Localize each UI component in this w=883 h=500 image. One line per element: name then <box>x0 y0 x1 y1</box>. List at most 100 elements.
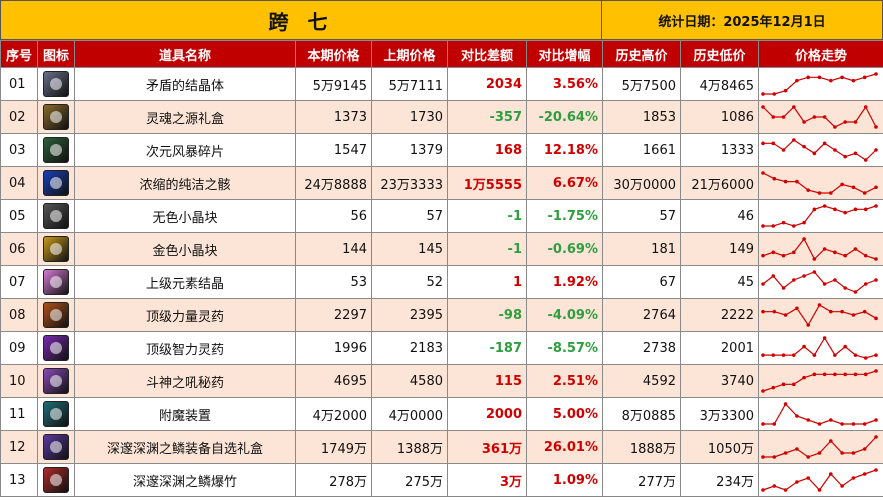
sparkline-point <box>761 488 765 492</box>
sparkline-path <box>763 402 877 425</box>
historical-high: 2764 <box>602 298 681 332</box>
historical-high: 57 <box>602 199 681 233</box>
price-difference: -357 <box>447 100 527 134</box>
sparkline-chart <box>761 468 878 492</box>
price-trend-sparkline <box>758 265 883 299</box>
price-difference: 361万 <box>447 430 527 464</box>
sparkline-point <box>792 353 796 357</box>
previous-price: 5万7111 <box>371 67 448 101</box>
sparkline-point <box>853 120 858 124</box>
historical-high: 30万0000 <box>602 166 681 200</box>
item-name: 金色小晶块 <box>74 232 296 266</box>
gray-cube-icon <box>43 203 69 229</box>
sparkline-point <box>863 356 868 360</box>
sparkline-point <box>843 210 847 215</box>
column-header: 图标 <box>37 40 75 68</box>
table-row: 06 金色小晶块 144 145 -1 -0.69% 181 149 <box>0 232 883 266</box>
row-index: 11 <box>0 397 38 431</box>
sparkline-point <box>822 282 827 286</box>
sparkline-chart <box>761 435 878 459</box>
price-change-percent: 1.09% <box>526 463 603 497</box>
sparkline-point <box>822 204 827 208</box>
sparkline-point <box>843 120 847 124</box>
orb-icon <box>43 170 69 196</box>
sparkline-point <box>862 422 867 426</box>
row-index: 10 <box>0 364 38 398</box>
sparkline-point <box>806 476 810 480</box>
sparkline-path <box>762 237 877 260</box>
sparkline-point <box>863 158 868 162</box>
sparkline-point <box>812 257 817 261</box>
sparkline-point <box>761 92 765 96</box>
sparkline-point <box>806 323 810 327</box>
sparkline-chart <box>761 171 878 195</box>
historical-low: 2222 <box>680 298 759 332</box>
firecracker-icon <box>43 467 69 493</box>
column-header: 对比差额 <box>447 40 527 68</box>
previous-price: 52 <box>371 265 448 299</box>
price-trend-sparkline <box>758 430 883 464</box>
row-index: 05 <box>0 199 38 233</box>
sparkline-point <box>806 75 810 80</box>
item-icon-cell <box>37 166 75 200</box>
previous-price: 4580 <box>371 364 448 398</box>
sparkline-path <box>762 469 877 491</box>
item-name: 无色小晶块 <box>74 199 296 233</box>
historical-low: 4万8465 <box>680 67 759 101</box>
crystal-icon <box>43 71 69 97</box>
price-trend-sparkline <box>758 463 883 497</box>
historical-high: 1661 <box>602 133 681 167</box>
sparkline-point <box>812 115 817 119</box>
sparkline-point <box>874 125 878 129</box>
sparkline-point <box>862 309 867 314</box>
previous-price: 145 <box>371 232 448 266</box>
sparkline-point <box>874 148 878 152</box>
table-row: 01 矛盾的结晶体 5万9145 5万7111 2034 3.56% 5万7500 4万846… <box>0 67 883 101</box>
sparkline-point <box>795 78 799 83</box>
sparkline-point <box>840 451 844 455</box>
sparkline-point <box>781 382 786 387</box>
table-body: 01 矛盾的结晶体 5万9145 5万7111 2034 3.56% 5万7500 4万846… <box>0 67 883 497</box>
price-difference: -1 <box>447 232 527 266</box>
row-index: 07 <box>0 265 38 299</box>
current-price: 24万8888 <box>295 166 372 200</box>
sparkline-chart <box>761 105 878 129</box>
historical-low: 3万3300 <box>680 397 759 431</box>
sparkline-point <box>863 105 868 109</box>
sparkline-point <box>817 191 822 195</box>
column-header: 价格走势 <box>758 40 883 68</box>
previous-price: 1730 <box>371 100 448 134</box>
sparkline-chart <box>761 237 878 261</box>
previous-price: 1388万 <box>371 430 448 464</box>
sparkline-point <box>829 418 833 422</box>
sparkline-point <box>761 253 765 258</box>
sparkline-point <box>874 353 878 357</box>
sparkline-point <box>761 282 765 286</box>
sparkline-point <box>862 75 867 80</box>
price-change-percent: 2.51% <box>526 364 603 398</box>
price-difference: 115 <box>447 364 527 398</box>
sparkline-point <box>761 353 765 357</box>
previous-price: 1379 <box>371 133 448 167</box>
sparkline-point <box>802 344 806 349</box>
sparkline-point <box>822 372 827 377</box>
column-header: 上期价格 <box>371 40 448 68</box>
sparkline-point <box>840 182 844 187</box>
sparkline-point <box>853 290 858 294</box>
historical-high: 181 <box>602 232 681 266</box>
historical-low: 234万 <box>680 463 759 497</box>
column-header: 序号 <box>0 40 38 68</box>
sparkline-chart <box>761 138 878 162</box>
price-trend-sparkline <box>758 166 883 200</box>
price-change-percent: 5.00% <box>526 397 603 431</box>
sparkline-point <box>843 344 847 349</box>
previous-price: 2395 <box>371 298 448 332</box>
item-name: 上级元素结晶 <box>74 265 296 299</box>
current-price: 56 <box>295 199 372 233</box>
sparkline-point <box>772 484 777 488</box>
sparkline-point <box>840 484 844 488</box>
historical-high: 4592 <box>602 364 681 398</box>
sparkline-point <box>783 451 788 455</box>
row-index: 08 <box>0 298 38 332</box>
